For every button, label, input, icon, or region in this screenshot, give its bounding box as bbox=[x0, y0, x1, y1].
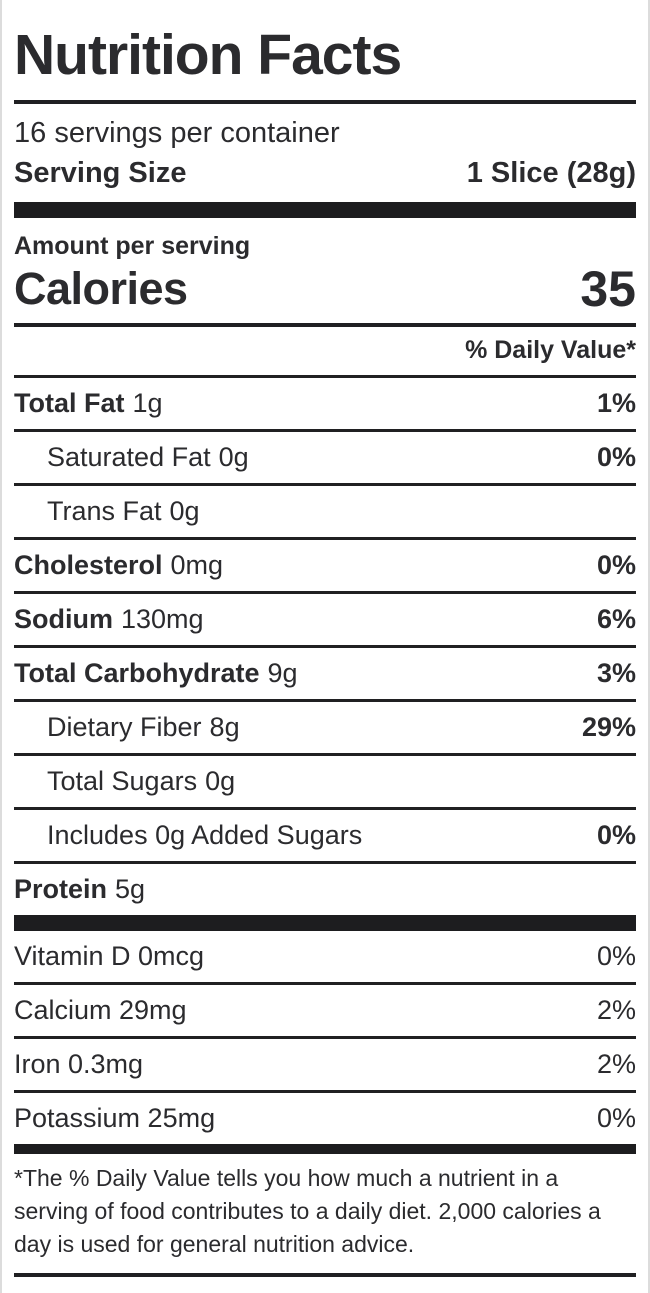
nutrient-name: Total Carbohydrate bbox=[14, 658, 260, 688]
amount-per-serving-label: Amount per serving bbox=[14, 232, 251, 260]
nutrient-row-trans-fat: Trans Fat 0g bbox=[14, 486, 636, 537]
nutrient-row-saturated-fat: Saturated Fat 0g 0% bbox=[14, 432, 636, 483]
divider bbox=[14, 807, 636, 810]
vitamin-dv: 0% bbox=[596, 941, 636, 971]
nutrient-amount: 5g bbox=[115, 874, 146, 904]
servings-per-container: 16 servings per container bbox=[14, 117, 340, 149]
divider bbox=[14, 429, 636, 432]
daily-value-footnote: *The % Daily Value tells you how much a … bbox=[14, 1165, 601, 1257]
vitamin-row-potassium: Potassium 25mg 0% bbox=[14, 1093, 636, 1144]
divider bbox=[14, 323, 636, 327]
nutrient-name: Includes 0g Added Sugars bbox=[47, 820, 363, 850]
serving-size-value: 1 Slice (28g) bbox=[466, 157, 636, 189]
nutrient-name: Saturated Fat bbox=[47, 442, 211, 472]
daily-value-header: % Daily Value* bbox=[465, 336, 636, 364]
thick-bar bbox=[14, 915, 636, 931]
vitamin-dv: 2% bbox=[596, 1049, 636, 1079]
calories-value: 35 bbox=[580, 261, 636, 317]
serving-size-label: Serving Size bbox=[14, 157, 187, 189]
calories-per-gram-label: Calories per gram: bbox=[14, 1277, 636, 1293]
vitamin-name: Potassium 25mg bbox=[14, 1103, 216, 1133]
label-title: Nutrition Facts bbox=[14, 23, 402, 87]
nutrient-name: Protein bbox=[14, 874, 108, 904]
nutrient-dv: 1% bbox=[596, 388, 636, 418]
serving-size-row: Serving Size 1 Slice (28g) bbox=[14, 153, 636, 202]
divider bbox=[14, 982, 636, 985]
nutrient-row-total-fat: Total Fat 1g 1% bbox=[14, 378, 636, 429]
nutrient-name: Trans Fat bbox=[47, 496, 162, 526]
nutrient-row-sodium: Sodium 130mg 6% bbox=[14, 594, 636, 645]
vitamin-dv: 2% bbox=[596, 995, 636, 1025]
calories-row: Calories 35 bbox=[14, 261, 636, 323]
nutrient-row-dietary-fiber: Dietary Fiber 8g 29% bbox=[14, 702, 636, 753]
nutrient-row-added-sugars: Includes 0g Added Sugars 0% bbox=[14, 810, 636, 861]
divider bbox=[14, 591, 636, 594]
nutrient-dv: 29% bbox=[581, 712, 636, 742]
nutrient-row-total-sugars: Total Sugars 0g bbox=[14, 756, 636, 807]
divider bbox=[14, 537, 636, 540]
divider bbox=[14, 483, 636, 486]
nutrient-dv: 6% bbox=[596, 604, 636, 634]
vitamin-name: Calcium 29mg bbox=[14, 995, 187, 1025]
nutrient-amount: 130mg bbox=[121, 604, 204, 634]
nutrient-name: Total Sugars bbox=[47, 766, 198, 796]
vitamin-dv: 0% bbox=[596, 1103, 636, 1133]
vitamin-name: Iron 0.3mg bbox=[14, 1049, 144, 1079]
divider bbox=[14, 375, 636, 378]
divider bbox=[14, 645, 636, 648]
nutrient-amount: 8g bbox=[209, 712, 240, 742]
vitamin-row-calcium: Calcium 29mg 2% bbox=[14, 985, 636, 1036]
nutrient-row-cholesterol: Cholesterol 0mg 0% bbox=[14, 540, 636, 591]
divider bbox=[14, 861, 636, 864]
nutrient-dv: 3% bbox=[596, 658, 636, 688]
nutrient-name: Total Fat bbox=[14, 388, 125, 418]
vitamin-row-vitamin-d: Vitamin D 0mcg 0% bbox=[14, 931, 636, 982]
divider bbox=[14, 1090, 636, 1093]
nutrient-amount: 1g bbox=[132, 388, 163, 418]
nutrient-dv: 0% bbox=[596, 442, 636, 472]
nutrient-amount: 9g bbox=[267, 658, 298, 688]
nutrient-amount: 0g bbox=[205, 766, 236, 796]
nutrient-amount: 0g bbox=[169, 496, 200, 526]
vitamin-row-iron: Iron 0.3mg 2% bbox=[14, 1039, 636, 1090]
medium-bar bbox=[14, 1144, 636, 1154]
nutrient-name: Sodium bbox=[14, 604, 113, 634]
calories-label: Calories bbox=[14, 263, 188, 314]
nutrient-dv: 0% bbox=[596, 550, 636, 580]
divider bbox=[14, 699, 636, 702]
nutrient-name: Dietary Fiber bbox=[47, 712, 202, 742]
divider bbox=[14, 1036, 636, 1039]
nutrient-amount: 0g bbox=[218, 442, 249, 472]
nutrient-row-protein: Protein 5g bbox=[14, 864, 636, 915]
divider bbox=[14, 1273, 636, 1277]
nutrient-amount: 0mg bbox=[170, 550, 224, 580]
divider bbox=[14, 100, 636, 104]
nutrient-name: Cholesterol bbox=[14, 550, 163, 580]
vitamin-name: Vitamin D 0mcg bbox=[14, 941, 205, 971]
divider bbox=[14, 753, 636, 756]
nutrient-dv: 0% bbox=[596, 820, 636, 850]
nutrient-row-total-carbohydrate: Total Carbohydrate 9g 3% bbox=[14, 648, 636, 699]
thick-bar bbox=[14, 202, 636, 218]
